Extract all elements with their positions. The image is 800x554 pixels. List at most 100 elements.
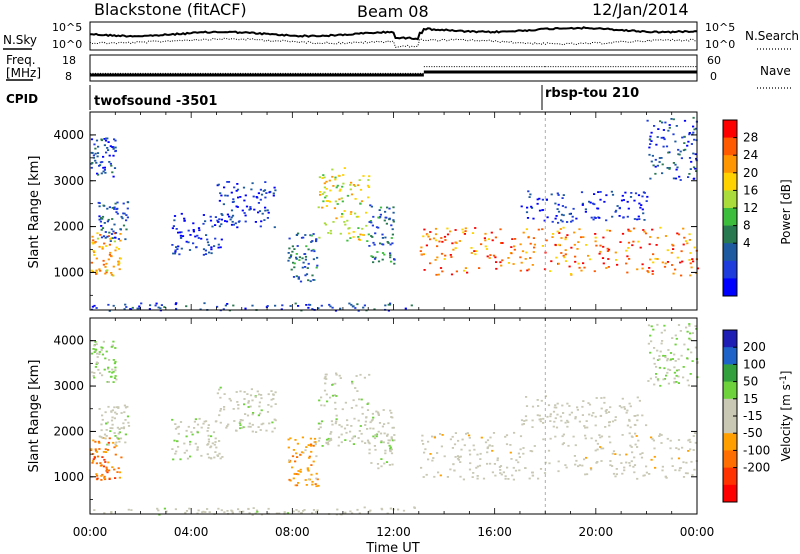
velocity-cell-8 bbox=[549, 437, 552, 440]
power-cell-3 bbox=[179, 234, 182, 237]
velocity-cell-9 bbox=[536, 414, 539, 417]
velocity-cell-7 bbox=[389, 409, 392, 412]
velocity-cell-5 bbox=[312, 444, 315, 447]
power-cell-8 bbox=[440, 237, 443, 239]
power-cell-8 bbox=[464, 267, 467, 269]
power-cell-0 bbox=[102, 170, 105, 173]
power-cell-4 bbox=[266, 209, 269, 212]
ytick-label-2000: 2000 bbox=[53, 424, 84, 438]
power-cell-0 bbox=[112, 148, 115, 150]
velocity-cell-6 bbox=[318, 437, 321, 440]
velocity-cell-4 bbox=[273, 427, 276, 430]
power-cell-5 bbox=[297, 276, 300, 279]
power-cell-9 bbox=[557, 194, 560, 196]
velocity-cell-1 bbox=[102, 437, 105, 439]
power-cell-0 bbox=[113, 138, 116, 141]
power-cell-3 bbox=[210, 248, 213, 251]
velocity-cell-8 bbox=[425, 473, 428, 476]
power-cell-9 bbox=[568, 213, 571, 215]
colorbar-swatch-6 bbox=[723, 433, 737, 451]
power-cell-8 bbox=[672, 244, 675, 247]
power-cell-0 bbox=[114, 146, 117, 149]
velocity-cell-8 bbox=[685, 461, 688, 464]
velocity-cell-7 bbox=[390, 448, 393, 451]
velocity-cell-9 bbox=[582, 400, 585, 402]
power-cell-8 bbox=[621, 232, 625, 235]
velocity-cell-10 bbox=[689, 373, 692, 375]
power-cell-5 bbox=[313, 250, 316, 253]
velocity-cell-9 bbox=[574, 417, 577, 420]
colorbar-tick-label-28: 28 bbox=[743, 131, 758, 145]
velocity-cell-7 bbox=[382, 409, 385, 411]
xtick-label-1: 04:00 bbox=[174, 525, 209, 539]
power-cell-5 bbox=[316, 256, 319, 259]
power-cell-8 bbox=[426, 233, 429, 236]
velocity-cell-9 bbox=[556, 402, 559, 405]
power-cell-8 bbox=[694, 272, 698, 274]
velocity-cell-0 bbox=[101, 353, 104, 356]
power-cell-4 bbox=[264, 196, 267, 199]
power-cell-10 bbox=[692, 116, 695, 119]
velocity-cell-8 bbox=[599, 446, 602, 448]
noise-tick-left-top: 10^5 bbox=[52, 21, 82, 34]
velocity-cell-11 bbox=[311, 512, 314, 515]
velocity-cell-9 bbox=[555, 406, 558, 409]
power-cell-9 bbox=[529, 193, 532, 196]
velocity-cell-6 bbox=[321, 445, 324, 447]
velocity-cell-0 bbox=[112, 359, 115, 361]
power-cell-0 bbox=[103, 168, 106, 171]
velocity-cell-3 bbox=[210, 457, 213, 460]
power-cell-8 bbox=[574, 255, 577, 258]
velocity-cell-0 bbox=[92, 375, 95, 377]
power-cell-8 bbox=[554, 243, 557, 246]
velocity-cell-8 bbox=[661, 465, 664, 468]
power-cell-5 bbox=[312, 233, 315, 235]
power-cell-10 bbox=[664, 121, 667, 124]
power-cell-6 bbox=[349, 188, 352, 191]
velocity-cell-8 bbox=[682, 461, 685, 464]
velocity-cell-6 bbox=[357, 437, 360, 439]
power-cell-9 bbox=[637, 215, 640, 218]
power-cell-8 bbox=[661, 261, 664, 264]
velocity-cell-11 bbox=[163, 507, 166, 510]
velocity-cell-8 bbox=[584, 437, 587, 440]
velocity-cell-9 bbox=[547, 404, 551, 407]
power-cell-5 bbox=[301, 266, 304, 269]
velocity-cell-0 bbox=[107, 381, 110, 383]
velocity-cell-4 bbox=[239, 427, 242, 430]
power-cell-9 bbox=[599, 198, 602, 201]
velocity-cell-7 bbox=[388, 464, 391, 466]
power-cell-8 bbox=[454, 229, 457, 231]
velocity-cell-4 bbox=[243, 391, 246, 393]
power-cell-9 bbox=[589, 201, 592, 204]
power-cell-11 bbox=[339, 307, 342, 310]
velocity-cell-11 bbox=[336, 508, 339, 511]
velocity-cell-11 bbox=[286, 512, 289, 514]
velocity-cell-5 bbox=[307, 469, 310, 472]
power-cell-8 bbox=[628, 258, 631, 260]
velocity-cell-9 bbox=[585, 420, 588, 422]
velocity-cell-3 bbox=[202, 422, 205, 425]
velocity-cell-0 bbox=[115, 378, 118, 381]
velocity-cell-6 bbox=[318, 399, 321, 402]
velocity-cell-8 bbox=[692, 435, 695, 437]
power-cell-8 bbox=[648, 243, 651, 246]
power-cell-6 bbox=[346, 219, 349, 222]
velocity-cell-5 bbox=[304, 479, 307, 481]
power-cell-9 bbox=[525, 211, 529, 214]
power-cell-3 bbox=[220, 238, 223, 241]
power-cell-8 bbox=[532, 251, 535, 253]
power-cell-2 bbox=[98, 202, 101, 204]
velocity-cell-10 bbox=[658, 358, 661, 361]
velocity-cell-2 bbox=[107, 405, 110, 408]
power-cell-6 bbox=[342, 182, 345, 185]
velocity-cell-9 bbox=[628, 420, 631, 422]
power-cell-8 bbox=[648, 267, 651, 269]
power-cell-2 bbox=[113, 223, 116, 226]
power-cell-4 bbox=[236, 183, 239, 185]
power-cell-4 bbox=[243, 199, 246, 202]
power-cell-8 bbox=[602, 245, 605, 248]
velocity-cell-2 bbox=[106, 443, 109, 446]
power-cell-10 bbox=[687, 176, 690, 178]
